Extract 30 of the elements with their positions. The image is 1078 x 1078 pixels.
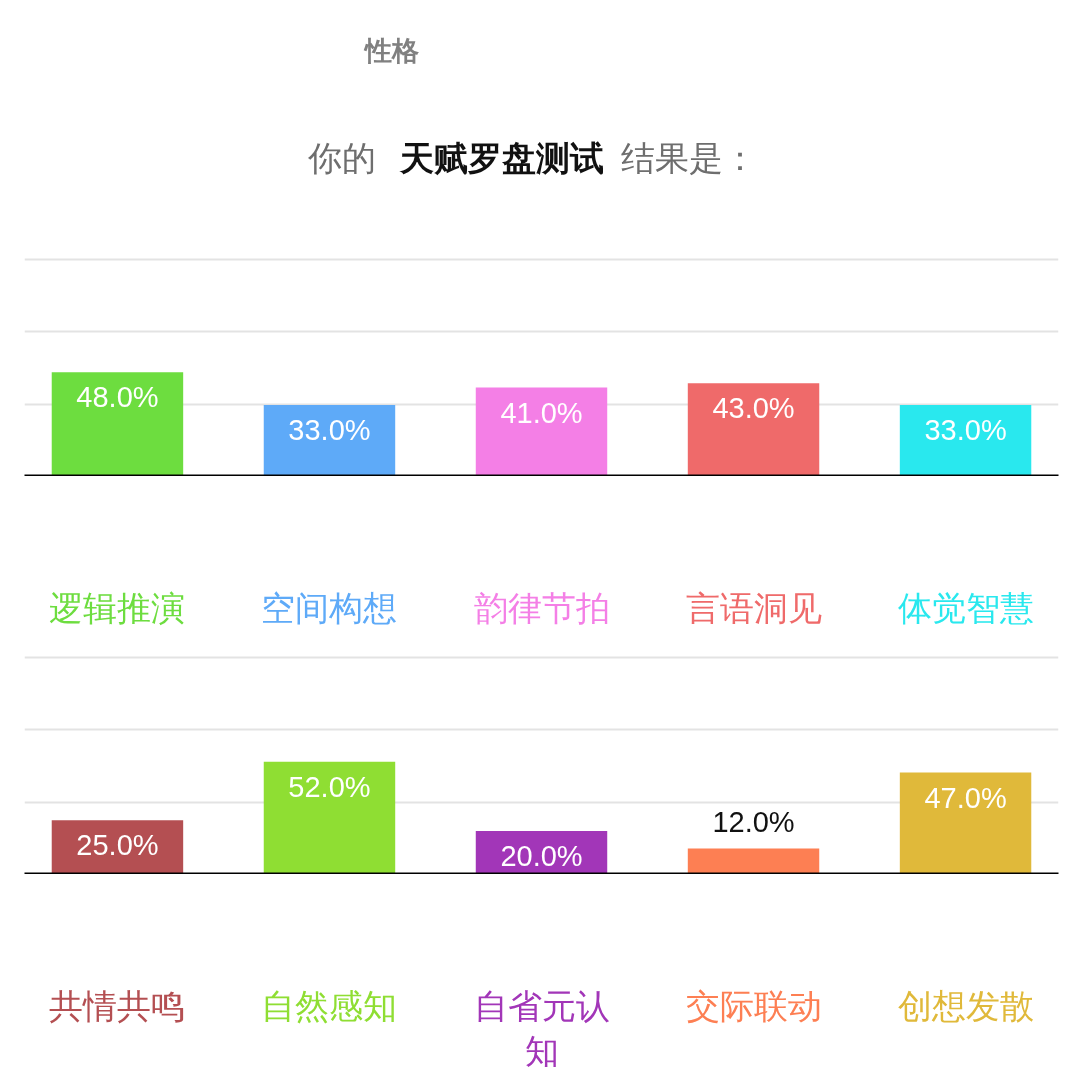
x-tick-label: 创想发散 [897, 985, 1034, 1026]
data-label: 33.0% [924, 413, 1007, 446]
x-tick-label: 自然感知 [261, 985, 398, 1026]
text: 性格 [363, 35, 420, 66]
data-label: 47.0% [924, 781, 1007, 814]
bar [263, 761, 396, 874]
x-tick-label: 交际联动 [685, 985, 822, 1026]
x-tick-label: 体觉智慧 [897, 587, 1034, 628]
data-label: 41.0% [500, 396, 583, 429]
data-label: 48.0% [76, 381, 159, 414]
x-tick-label: 自省元认知 [473, 985, 610, 1071]
bar [899, 772, 1032, 874]
data-label: 33.0% [288, 413, 371, 446]
chart-title: 你的 天赋罗盘测试 结果是： [307, 137, 758, 178]
bar [51, 372, 184, 476]
x-tick-label: 共情共鸣 [49, 985, 186, 1026]
x-tick-label: 言语洞见 [685, 587, 822, 628]
bar [687, 383, 820, 476]
bar [475, 387, 608, 476]
x-tick-label: 逻辑推演 [49, 587, 186, 628]
x-tick-label: 韵律节拍 [473, 587, 610, 628]
data-label: 25.0% [76, 829, 159, 862]
bar [899, 404, 1032, 476]
data-label: 12.0% [712, 806, 795, 839]
bar [687, 848, 820, 874]
bar [263, 404, 396, 476]
x-tick-label: 空间构想 [261, 587, 398, 628]
data-label: 20.0% [500, 840, 583, 873]
data-label: 43.0% [712, 392, 795, 425]
data-label: 52.0% [288, 770, 371, 803]
